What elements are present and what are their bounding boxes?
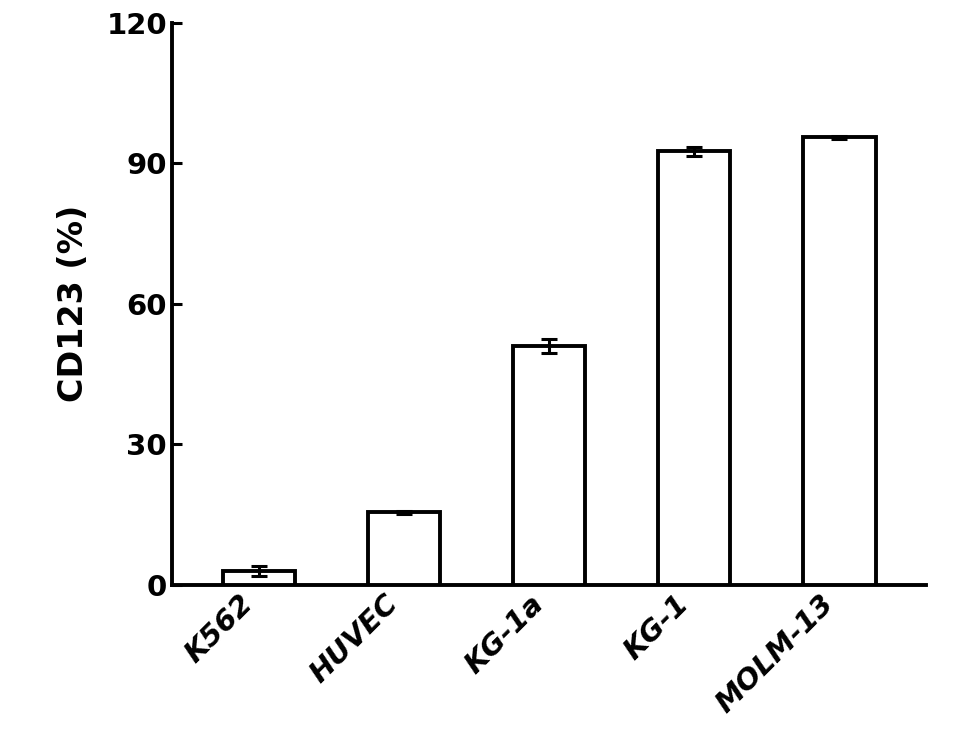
Bar [803,137,876,585]
Y-axis label: CD123 (%): CD123 (%) [56,206,90,402]
Bar [658,152,731,585]
Bar [513,346,585,585]
Bar [368,512,440,585]
Bar [223,571,295,585]
